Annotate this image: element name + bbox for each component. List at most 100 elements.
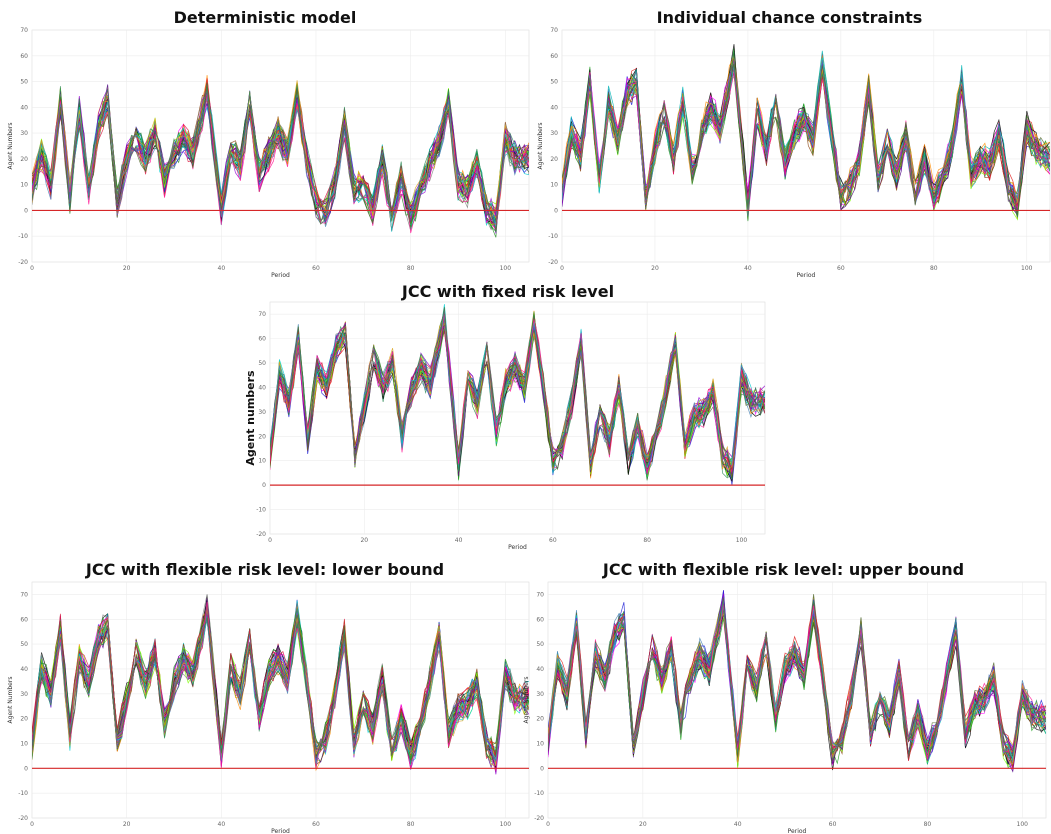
plot-area: 0 20 40 60 80 100 -20 -10 0 10 20 30 40 50 60 70 Period A…: [244, 301, 766, 551]
y-tick-label: -20: [256, 531, 266, 538]
x-tick-label: 40: [218, 821, 226, 828]
y-tick-label: 20: [258, 433, 266, 440]
y-tick-label: 60: [20, 616, 28, 623]
y-tick-label: 50: [536, 641, 544, 648]
plot-frame: [561, 29, 1051, 263]
y-tick-label: 10: [536, 740, 544, 747]
chart-jcc-flexible-lower-bound: JCC with flexible risk level: lower boun…: [0, 556, 530, 834]
x-tick-label: 20: [123, 265, 131, 272]
x-axis-label: Period: [788, 828, 807, 834]
y-tick-label: 30: [536, 691, 544, 698]
x-axis-label: Period: [508, 544, 527, 551]
chart-title: JCC with fixed risk level: [401, 282, 615, 301]
x-tick-label: 100: [1021, 265, 1033, 272]
y-tick-label: -10: [534, 790, 544, 797]
y-axis-label: Agent Numbers: [537, 123, 544, 170]
x-tick-label: 100: [500, 265, 512, 272]
series-group: [32, 594, 529, 775]
y-tick-label: 70: [550, 27, 558, 34]
scenario-series-line: [270, 307, 765, 478]
x-tick-label: 60: [837, 265, 845, 272]
y-tick-label: 10: [550, 182, 558, 189]
chart-jcc-fixed-risk: JCC with fixed risk level 0 20 40 60 80 100 -2…: [238, 280, 778, 558]
y-tick-label: 70: [258, 311, 266, 318]
y-tick-label: -10: [18, 790, 28, 797]
y-tick-label: 30: [20, 691, 28, 698]
y-axis-label: Agent Numbers: [7, 677, 14, 724]
y-tick-label: -20: [534, 815, 544, 822]
x-tick-label: 40: [744, 265, 752, 272]
chart-title: Deterministic model: [173, 8, 357, 27]
y-tick-label: 20: [20, 716, 28, 723]
y-tick-label: 40: [550, 104, 558, 111]
y-tick-label: 40: [536, 666, 544, 673]
plot-area: 0 20 40 60 80 100 -20 -10 0 10 20 30 40 50 60 70 Period A…: [7, 27, 530, 279]
y-tick-label: 10: [20, 740, 28, 747]
scenario-series-line: [562, 64, 1050, 214]
x-tick-label: 0: [560, 265, 564, 272]
x-tick-label: 80: [407, 265, 415, 272]
y-tick-label: 40: [20, 104, 28, 111]
y-tick-label: 30: [550, 130, 558, 137]
scenario-series-line: [32, 614, 529, 761]
y-tick-label: 10: [20, 182, 28, 189]
y-tick-label: 30: [258, 409, 266, 416]
x-tick-label: 20: [123, 821, 131, 828]
y-tick-label: 60: [20, 53, 28, 60]
y-tick-label: 0: [540, 765, 544, 772]
y-tick-label: 70: [536, 591, 544, 598]
y-tick-label: 60: [550, 53, 558, 60]
x-tick-label: 80: [643, 537, 651, 544]
y-tick-label: 50: [20, 641, 28, 648]
chart-title: JCC with flexible risk level: lower boun…: [85, 560, 445, 579]
chart-jcc-flexible-upper-bound: JCC with flexible risk level: upper boun…: [516, 556, 1051, 834]
x-tick-label: 40: [455, 537, 463, 544]
series-group: [562, 44, 1050, 222]
y-tick-label: 20: [550, 156, 558, 163]
plot-area: 0 20 40 60 80 100 -20 -10 0 10 20 30 40 50 60 70 Period A…: [523, 581, 1047, 834]
scenario-series-line: [562, 60, 1050, 217]
x-axis-label: Period: [271, 272, 290, 279]
y-tick-label: -20: [548, 259, 558, 266]
series-group: [548, 590, 1046, 773]
y-tick-label: 0: [554, 207, 558, 214]
chart-deterministic-model: Deterministic model 0 20 40 60 80 100 -20 -10 0 1…: [0, 0, 530, 280]
y-tick-label: 40: [258, 384, 266, 391]
x-tick-label: 0: [30, 265, 34, 272]
scenario-series-line: [32, 85, 529, 223]
x-tick-label: 20: [639, 821, 647, 828]
x-tick-label: 60: [312, 821, 320, 828]
y-tick-label: 70: [20, 591, 28, 598]
y-tick-label: -10: [548, 233, 558, 240]
x-tick-label: 100: [736, 537, 748, 544]
x-tick-label: 20: [360, 537, 368, 544]
y-tick-label: 0: [24, 765, 28, 772]
y-tick-label: 40: [20, 666, 28, 673]
y-tick-label: 20: [20, 156, 28, 163]
x-tick-label: 100: [1017, 821, 1029, 828]
x-axis-label: Period: [271, 828, 290, 834]
x-tick-label: 0: [268, 537, 272, 544]
x-tick-label: 0: [30, 821, 34, 828]
x-tick-label: 60: [549, 537, 557, 544]
y-tick-label: 70: [20, 27, 28, 34]
series-group: [32, 75, 529, 238]
y-tick-label: 60: [258, 336, 266, 343]
y-tick-label: 50: [550, 79, 558, 86]
y-tick-label: -20: [18, 259, 28, 266]
x-tick-label: 60: [312, 265, 320, 272]
y-tick-label: 0: [262, 482, 266, 489]
x-tick-label: 80: [924, 821, 932, 828]
y-tick-label: 60: [536, 616, 544, 623]
y-tick-label: 20: [536, 716, 544, 723]
y-axis-label: Agent numbers: [244, 370, 257, 466]
chart-title: JCC with flexible risk level: upper boun…: [602, 560, 965, 579]
y-tick-label: -10: [256, 507, 266, 514]
x-axis-label: Period: [797, 272, 816, 279]
plot-area: 0 20 40 60 80 100 -20 -10 0 10 20 30 40 50 60 70 Period A…: [7, 581, 530, 834]
x-tick-label: 60: [829, 821, 837, 828]
x-tick-label: 20: [651, 265, 659, 272]
x-tick-label: 80: [407, 821, 415, 828]
x-tick-label: 40: [218, 265, 226, 272]
x-tick-label: 100: [500, 821, 512, 828]
